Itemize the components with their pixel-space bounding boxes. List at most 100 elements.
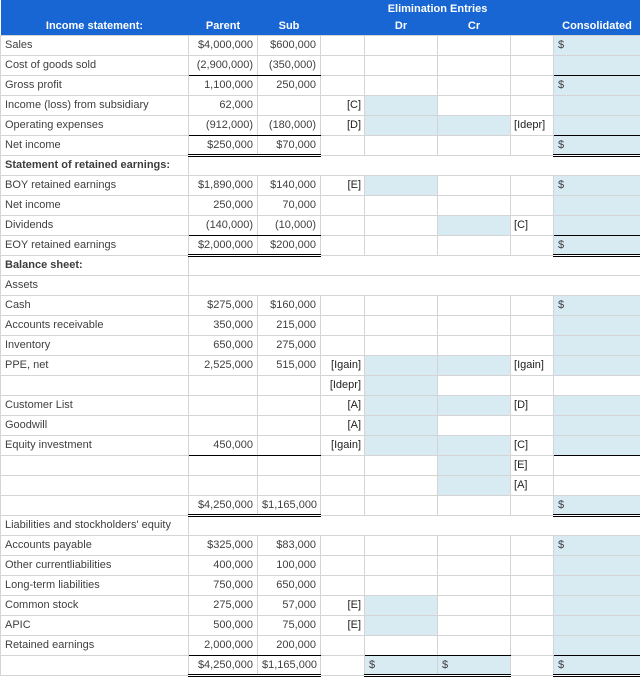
table-row: PPE, net 2,525,000 515,000 [Igain] [Igain] bbox=[0, 354, 640, 376]
tag1-label: [E] bbox=[320, 174, 365, 196]
parent-value: $4,250,000 bbox=[188, 654, 258, 677]
sub-value bbox=[257, 454, 321, 476]
parent-value: 250,000 bbox=[188, 194, 258, 216]
tag2-label bbox=[510, 94, 555, 116]
consolidated-value[interactable]: $ bbox=[553, 534, 640, 556]
dr-input[interactable] bbox=[364, 354, 438, 376]
sub-value: (350,000) bbox=[257, 54, 321, 76]
tag1-label bbox=[320, 654, 365, 676]
cr-input bbox=[436, 34, 512, 56]
row-label: Equity investment bbox=[0, 434, 189, 456]
consolidated-value[interactable] bbox=[553, 634, 640, 656]
cr-input[interactable] bbox=[436, 394, 512, 416]
dr-input[interactable] bbox=[364, 394, 438, 416]
cr-input[interactable] bbox=[436, 434, 512, 456]
dr-input[interactable] bbox=[364, 174, 438, 196]
table-row: Customer List [A] [D] bbox=[0, 394, 640, 416]
tag1-label bbox=[320, 54, 365, 76]
dr-input bbox=[364, 194, 438, 216]
dr-input bbox=[364, 234, 438, 256]
consolidated-value[interactable] bbox=[553, 314, 640, 336]
cr-input[interactable] bbox=[436, 354, 512, 376]
sub-value: (180,000) bbox=[257, 114, 321, 136]
consolidated-value[interactable] bbox=[553, 54, 640, 76]
dr-input[interactable] bbox=[364, 94, 438, 116]
sub-value: 515,000 bbox=[257, 354, 321, 376]
row-label: Net income bbox=[0, 134, 189, 156]
tag2-label: [Igain] bbox=[510, 354, 555, 376]
consolidated-value[interactable] bbox=[553, 414, 640, 436]
tag2-label bbox=[510, 54, 555, 76]
cr-input[interactable]: $ bbox=[436, 654, 512, 677]
cr-input[interactable] bbox=[436, 214, 512, 236]
parent-value: 400,000 bbox=[188, 554, 258, 576]
consolidated-value[interactable] bbox=[553, 334, 640, 356]
table-row: Dividends (140,000) (10,000) [C] bbox=[0, 214, 640, 236]
consolidated-value[interactable]: $ bbox=[553, 174, 640, 196]
dr-input bbox=[364, 34, 438, 56]
consolidated-value[interactable]: $ bbox=[553, 654, 640, 677]
tag2-label bbox=[510, 554, 555, 576]
cr-input bbox=[436, 94, 512, 116]
consolidated-value[interactable] bbox=[553, 194, 640, 216]
cr-input[interactable] bbox=[436, 474, 512, 496]
dr-input[interactable] bbox=[364, 434, 438, 456]
tag2-label bbox=[510, 614, 555, 636]
consolidated-value[interactable] bbox=[553, 554, 640, 576]
consolidated-value[interactable]: $ bbox=[553, 134, 640, 157]
consolidated-value[interactable]: $ bbox=[553, 494, 640, 517]
dr-input[interactable] bbox=[364, 374, 438, 396]
dr-input[interactable] bbox=[364, 414, 438, 436]
consolidated-value[interactable]: $ bbox=[553, 34, 640, 56]
dr-input[interactable] bbox=[364, 614, 438, 636]
row-label: BOY retained earnings bbox=[0, 174, 189, 196]
tag1-label bbox=[320, 74, 365, 96]
consolidated-value[interactable]: $ bbox=[553, 234, 640, 257]
header-spacer-right bbox=[510, 0, 640, 17]
table-row: Statement of retained earnings: bbox=[0, 154, 640, 176]
cr-input bbox=[436, 334, 512, 356]
parent-value: 350,000 bbox=[188, 314, 258, 336]
dr-input[interactable] bbox=[364, 114, 438, 136]
tag2-label bbox=[510, 194, 555, 216]
table-row: Liabilities and stockholders' equity bbox=[0, 514, 640, 536]
parent-value: 275,000 bbox=[188, 594, 258, 616]
consolidated-value[interactable] bbox=[553, 354, 640, 376]
row-label: Cost of goods sold bbox=[0, 54, 189, 76]
sub-value bbox=[257, 394, 321, 416]
consolidated-value[interactable] bbox=[553, 114, 640, 136]
row-label: Operating expenses bbox=[0, 114, 189, 136]
sub-value: $600,000 bbox=[257, 34, 321, 56]
section-label: Liabilities and stockholders' equity bbox=[0, 514, 189, 536]
dr-input bbox=[364, 474, 438, 496]
consolidated-value[interactable] bbox=[553, 434, 640, 456]
dr-input[interactable]: $ bbox=[364, 654, 438, 677]
parent-value: 2,000,000 bbox=[188, 634, 258, 656]
table-row: Balance sheet: bbox=[0, 254, 640, 276]
parent-value: (2,900,000) bbox=[188, 54, 258, 76]
cr-input[interactable] bbox=[436, 454, 512, 476]
dr-input[interactable] bbox=[364, 594, 438, 616]
consolidated-value[interactable] bbox=[553, 574, 640, 596]
tag1-label: [A] bbox=[320, 414, 365, 436]
consolidated-value[interactable] bbox=[553, 614, 640, 636]
table-row: Assets bbox=[0, 274, 640, 296]
consolidated-value[interactable] bbox=[553, 594, 640, 616]
consolidated-value[interactable] bbox=[553, 214, 640, 236]
table-row: Inventory 650,000 275,000 bbox=[0, 334, 640, 356]
sub-value: $70,000 bbox=[257, 134, 321, 157]
tag2-label bbox=[510, 374, 555, 396]
consolidated-value[interactable] bbox=[553, 94, 640, 116]
table-row: [A] bbox=[0, 474, 640, 496]
table-row: Goodwill [A] bbox=[0, 414, 640, 436]
consolidated-value[interactable]: $ bbox=[553, 74, 640, 96]
consolidated-value[interactable]: $ bbox=[553, 294, 640, 316]
table-row: Retained earnings 2,000,000 200,000 bbox=[0, 634, 640, 656]
sub-value: $1,165,000 bbox=[257, 654, 321, 677]
cr-input[interactable] bbox=[436, 114, 512, 136]
tag2-label: [C] bbox=[510, 214, 555, 236]
consolidated-value[interactable] bbox=[553, 394, 640, 416]
tag1-label bbox=[320, 474, 365, 496]
col-header-cr: Cr bbox=[437, 17, 511, 35]
sub-value: (10,000) bbox=[257, 214, 321, 236]
